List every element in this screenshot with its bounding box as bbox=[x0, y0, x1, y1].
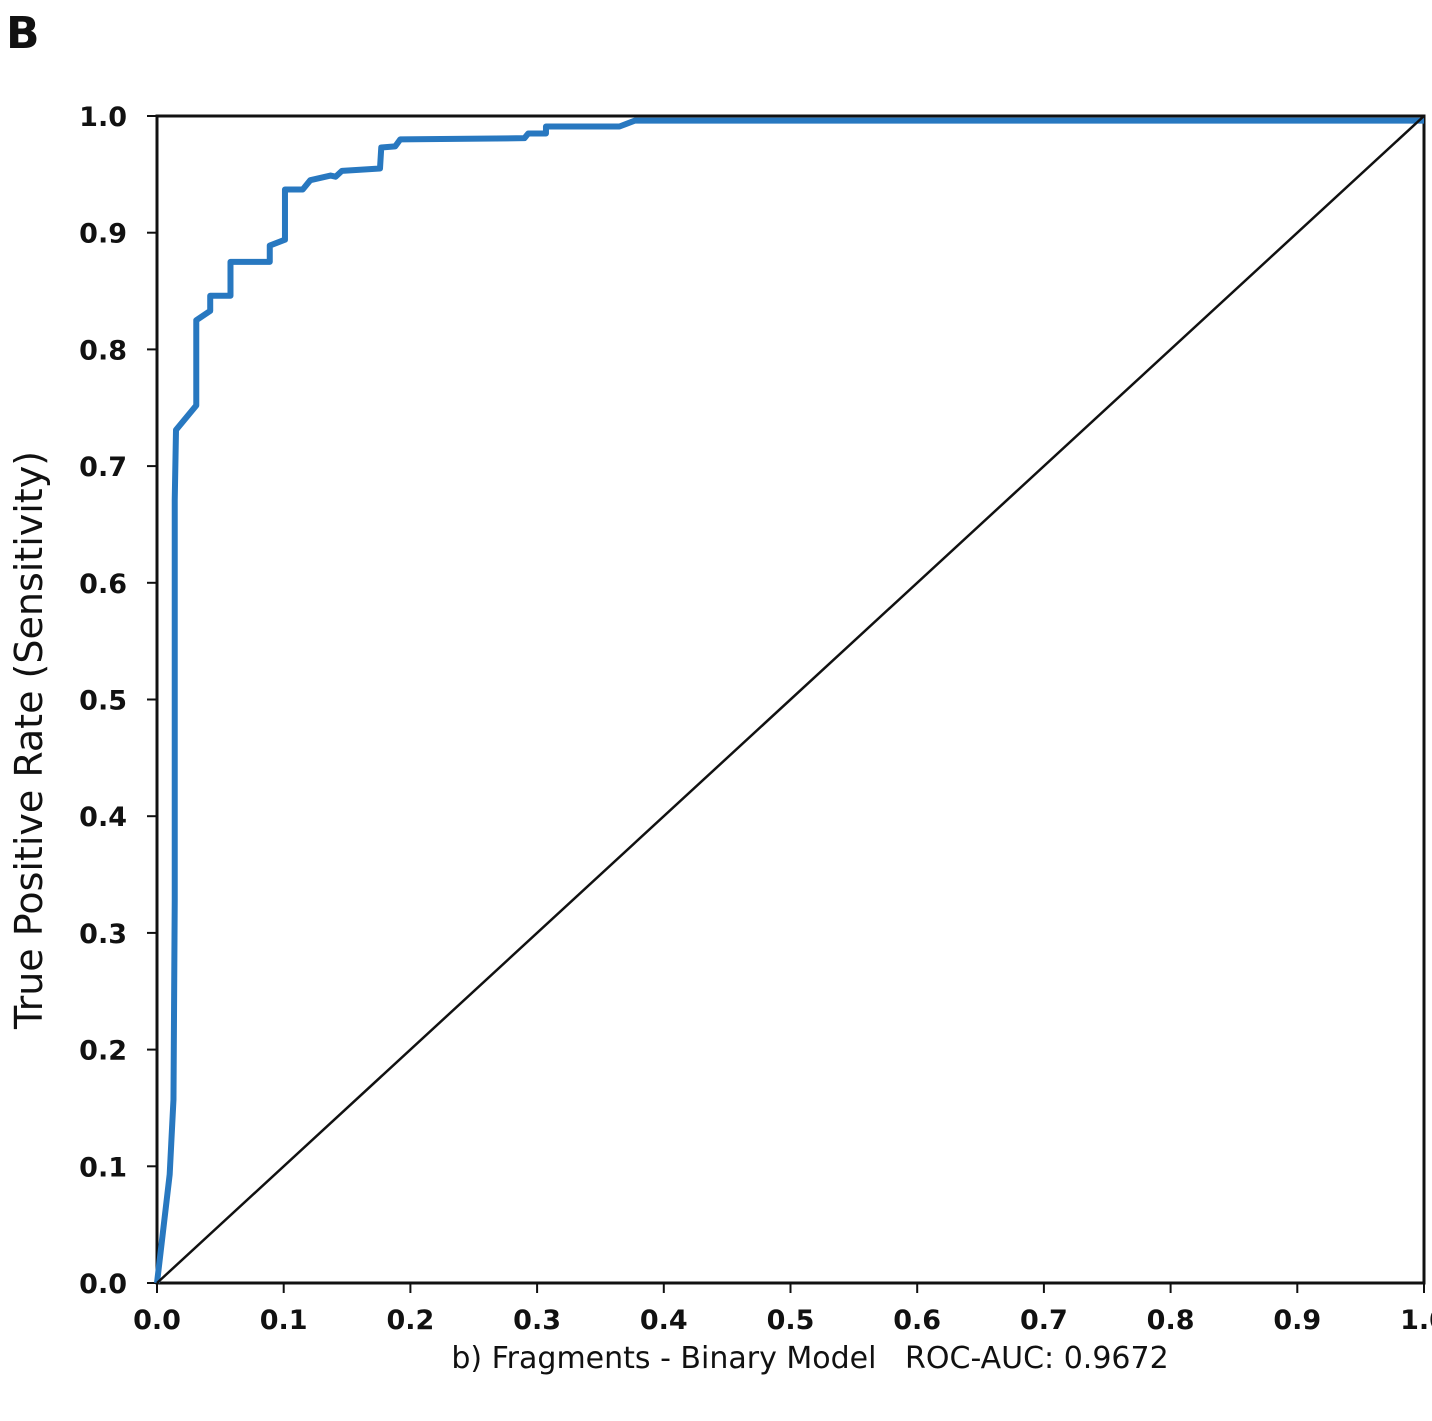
y-tick-label: 0.7 bbox=[79, 452, 127, 483]
x-tick-label: 1.0 bbox=[1400, 1305, 1432, 1336]
x-tick-label: 0.0 bbox=[133, 1305, 181, 1336]
x-tick-label: 0.4 bbox=[640, 1305, 688, 1336]
x-tick-label: 0.5 bbox=[767, 1305, 815, 1336]
x-tick-label: 0.3 bbox=[513, 1305, 561, 1336]
roc-line bbox=[156, 115, 1425, 1284]
y-tick-label: 0.4 bbox=[79, 802, 127, 833]
x-tick-label: 0.7 bbox=[1020, 1305, 1068, 1336]
x-tick-label: 0.1 bbox=[260, 1305, 308, 1336]
x-tick-label: 0.2 bbox=[386, 1305, 434, 1336]
y-tick-label: 0.2 bbox=[79, 1036, 127, 1067]
y-tick-label: 0.8 bbox=[79, 335, 127, 366]
roc-line bbox=[154, 117, 1424, 1284]
x-tick-label: 0.8 bbox=[1147, 1305, 1195, 1336]
y-tick-label: 0.0 bbox=[79, 1269, 127, 1300]
panel-label: B bbox=[6, 8, 40, 59]
y-tick-label: 0.3 bbox=[79, 919, 127, 950]
x-tick-label: 0.9 bbox=[1273, 1305, 1321, 1336]
y-tick-label: 0.1 bbox=[79, 1152, 127, 1183]
y-tick-label: 1.0 bbox=[79, 102, 127, 133]
y-tick-label: 0.6 bbox=[79, 569, 127, 600]
y-axis-label: True Positive Rate (Sensitivity) bbox=[7, 451, 51, 1030]
y-tick-label: 0.5 bbox=[79, 686, 127, 717]
x-axis-label: b) Fragments - Binary Model ROC-AUC: 0.9… bbox=[451, 1341, 1168, 1376]
x-tick-label: 0.6 bbox=[893, 1305, 941, 1336]
y-tick-label: 0.9 bbox=[79, 219, 127, 250]
